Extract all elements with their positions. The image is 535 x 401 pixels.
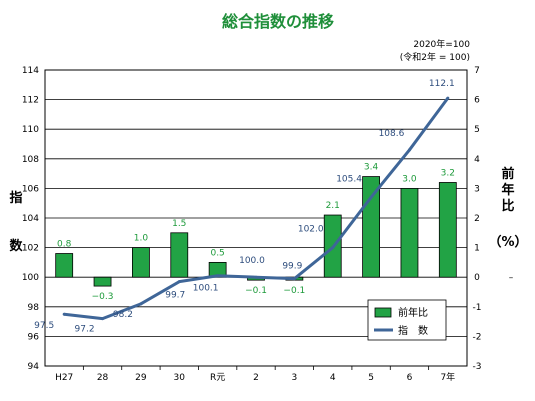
base-note-2: (令和2年 = 100) bbox=[400, 51, 470, 63]
right-axis-dash: – bbox=[509, 273, 514, 283]
right-axis-title-char: 前 bbox=[501, 166, 514, 182]
line-point bbox=[446, 96, 450, 100]
right-tick-label: 2 bbox=[474, 214, 480, 224]
legend-line-label: 指 数 bbox=[398, 324, 428, 337]
left-tick-label: 106 bbox=[22, 184, 39, 194]
left-tick-label: 114 bbox=[22, 66, 39, 76]
x-tick-label: 28 bbox=[97, 373, 109, 383]
line-data-label: 99.9 bbox=[282, 262, 302, 272]
bar-data-label: −0.1 bbox=[245, 286, 267, 296]
right-tick-label: 5 bbox=[474, 125, 480, 135]
line-data-label: 105.4 bbox=[336, 174, 362, 184]
left-tick-label: 104 bbox=[22, 214, 39, 224]
data-labels: 0.8 −0.3 1.0 1.5 0.5 −0.1 −0.1 2.1 3.4 3.0 3.2 97.5… bbox=[34, 79, 455, 335]
plot-frame bbox=[44, 69, 468, 367]
line-data-label: 100.0 bbox=[239, 256, 265, 266]
bar-data-label: 1.5 bbox=[172, 219, 186, 229]
x-tick-label: 3 bbox=[291, 373, 297, 383]
left-tick-label: 100 bbox=[22, 273, 39, 283]
base-note-1: 2020年=100 bbox=[413, 38, 470, 50]
bar bbox=[438, 182, 457, 278]
right-axis-title-char: （%） bbox=[488, 234, 527, 250]
grid bbox=[45, 99, 467, 337]
line-point bbox=[139, 302, 143, 306]
left-axis-title-char-2: 数 bbox=[9, 238, 23, 254]
legend-bar-label: 前年比 bbox=[398, 306, 428, 319]
right-axis-title-char: 年 bbox=[501, 182, 514, 198]
x-tick-label: R元 bbox=[210, 373, 225, 383]
left-tick-label: 94 bbox=[28, 362, 40, 372]
left-tick-label: 96 bbox=[28, 332, 40, 342]
line-point bbox=[292, 277, 296, 281]
x-tick-label: 4 bbox=[330, 373, 336, 383]
line-point bbox=[62, 312, 66, 316]
x-tick-label: 5 bbox=[368, 373, 374, 383]
line-data-label: 100.1 bbox=[193, 284, 219, 294]
line-data-label: 112.1 bbox=[429, 79, 455, 89]
x-tick-label: 2 bbox=[253, 373, 259, 383]
bar-data-label: 0.5 bbox=[210, 248, 224, 258]
line-data-label: 102.0 bbox=[298, 225, 324, 235]
left-tick-label: 112 bbox=[22, 96, 39, 106]
bar bbox=[400, 187, 419, 278]
right-tick-label: 1 bbox=[474, 244, 480, 254]
line-point bbox=[216, 274, 220, 278]
legend-bar-swatch bbox=[374, 307, 392, 318]
right-axis-title-char: 比 bbox=[501, 198, 514, 214]
bar-data-label: 3.4 bbox=[364, 163, 379, 173]
line-point bbox=[331, 246, 335, 250]
chart-title: 総合指数の推移 bbox=[222, 12, 334, 31]
right-tick-label: 3 bbox=[474, 184, 480, 194]
bar bbox=[93, 276, 112, 287]
left-tick-label: 108 bbox=[22, 155, 39, 165]
line-data-label: 108.6 bbox=[379, 129, 405, 139]
line-point bbox=[369, 195, 373, 199]
line-point bbox=[407, 148, 411, 152]
bar-data-label: −0.1 bbox=[283, 286, 305, 296]
bar bbox=[55, 253, 74, 278]
bar-series bbox=[55, 176, 457, 287]
right-tick-label: -3 bbox=[473, 362, 482, 372]
right-tick-label: -2 bbox=[473, 332, 482, 342]
right-tick-label: 6 bbox=[474, 96, 480, 106]
right-tick-label: -1 bbox=[473, 303, 482, 313]
left-tick-label: 102 bbox=[22, 244, 39, 254]
line-data-label: 99.7 bbox=[165, 291, 185, 301]
bar-data-label: 3.2 bbox=[441, 168, 455, 178]
bar-data-label: 3.0 bbox=[402, 174, 417, 184]
left-tick-label: 98 bbox=[28, 303, 40, 313]
x-tick-label: H27 bbox=[55, 373, 73, 383]
line-data-label: 97.5 bbox=[34, 321, 54, 331]
line-point bbox=[101, 317, 105, 321]
bar-data-label: 1.0 bbox=[134, 234, 149, 244]
bar-data-label: −0.3 bbox=[92, 292, 114, 302]
right-tick-label: 4 bbox=[474, 155, 480, 165]
line-point bbox=[254, 275, 258, 279]
left-tick-label: 110 bbox=[22, 125, 39, 135]
legend-box bbox=[367, 299, 447, 341]
bar-data-label: 0.8 bbox=[57, 240, 72, 250]
right-tick-label: 0 bbox=[474, 273, 480, 283]
x-tick-label: 6 bbox=[407, 373, 413, 383]
line-data-label: 97.2 bbox=[75, 325, 95, 335]
line-point bbox=[177, 280, 181, 284]
x-tick-label: 30 bbox=[174, 373, 186, 383]
x-tick-label: 7年 bbox=[440, 371, 455, 383]
bar bbox=[170, 232, 189, 278]
axes: 94 96 98 100 102 104 106 108 110 112 114 -3 -2 -1 0 1 2 3… bbox=[9, 66, 527, 383]
line-data-label: 98.2 bbox=[113, 310, 133, 320]
left-axis-title-char-1: 指 bbox=[9, 190, 22, 206]
bar-data-label: 2.1 bbox=[326, 201, 340, 211]
right-tick-label: 7 bbox=[474, 66, 480, 76]
line-series bbox=[62, 96, 450, 321]
x-tick-label: 29 bbox=[135, 373, 147, 383]
bar bbox=[132, 247, 150, 278]
